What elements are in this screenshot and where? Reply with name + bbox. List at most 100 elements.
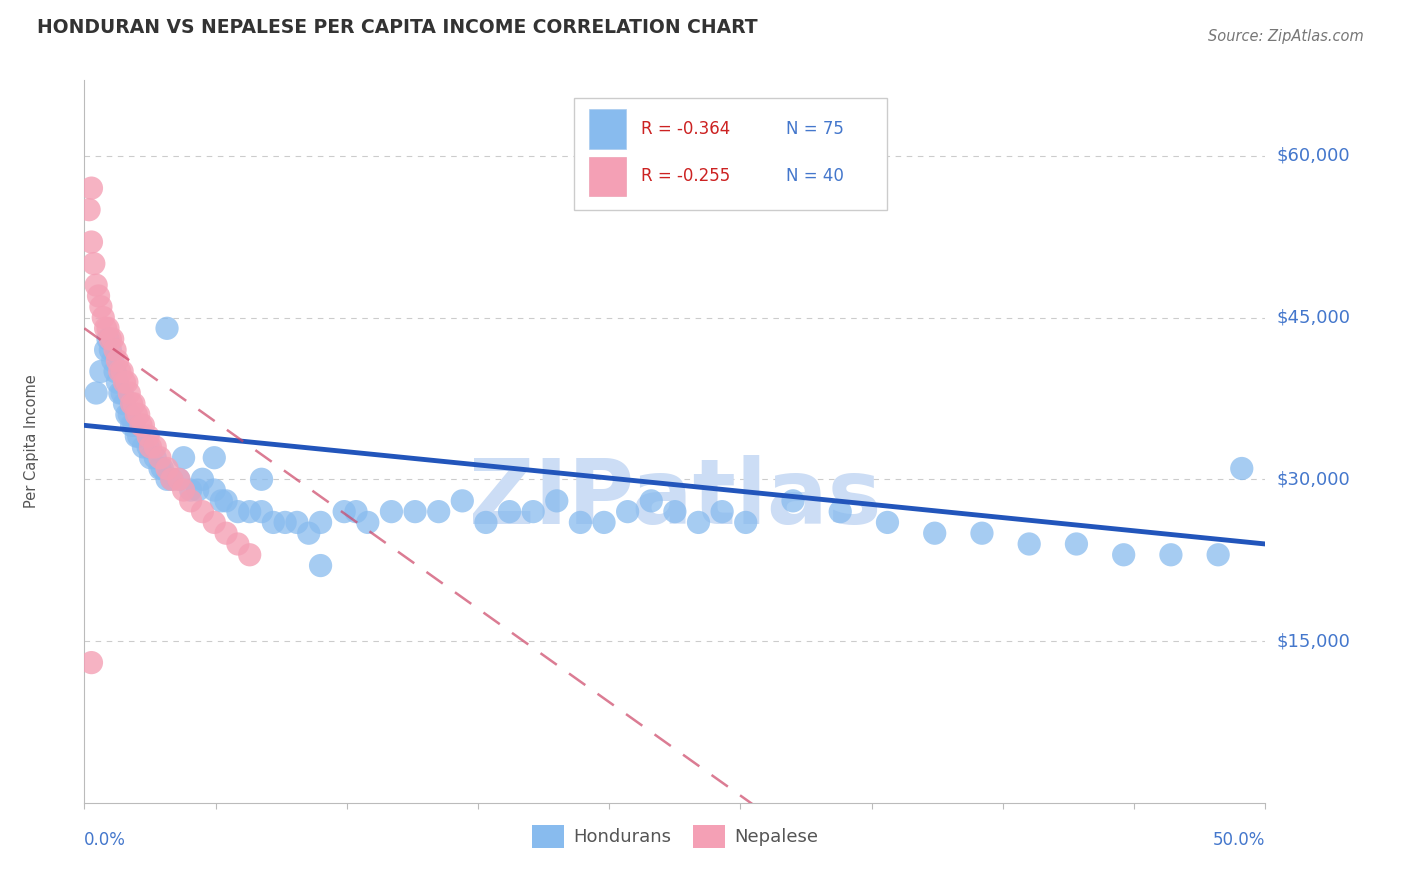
Point [404,505,426,519]
Point [593,516,616,530]
Text: $60,000: $60,000 [1277,147,1350,165]
Point [136,429,159,443]
Point [344,505,367,519]
Point [451,493,474,508]
Point [173,450,195,465]
Point [90,300,112,314]
Text: Source: ZipAtlas.com: Source: ZipAtlas.com [1208,29,1364,44]
Point [156,472,179,486]
Point [122,418,145,433]
Point [77,202,100,217]
Point [136,440,159,454]
Point [108,364,131,378]
Point [115,376,138,390]
Point [830,505,852,519]
Point [427,505,450,519]
Point [498,505,520,519]
Point [180,493,202,508]
Point [111,364,134,378]
Point [298,526,321,541]
Point [128,408,150,422]
Point [87,289,110,303]
Point [734,516,756,530]
Point [202,483,225,497]
Point [111,386,134,401]
Point [129,418,152,433]
Point [1206,548,1229,562]
Point [97,321,120,335]
Point [1230,461,1253,475]
Text: R = -0.364: R = -0.364 [641,120,730,137]
Point [262,516,284,530]
Point [98,343,121,357]
Point [156,461,179,475]
Point [90,364,112,378]
Point [209,493,232,508]
Text: HONDURAN VS NEPALESE PER CAPITA INCOME CORRELATION CHART: HONDURAN VS NEPALESE PER CAPITA INCOME C… [37,18,758,37]
Point [274,516,297,530]
Point [215,493,238,508]
Point [1066,537,1088,551]
Point [114,376,136,390]
Point [640,493,662,508]
Point [149,461,172,475]
Point [121,418,143,433]
Point [98,332,121,346]
Text: 0.0%: 0.0% [84,830,127,848]
Point [250,505,273,519]
Point [118,408,141,422]
Text: N = 75: N = 75 [786,120,844,137]
Point [546,493,568,508]
Point [309,516,332,530]
Point [380,505,402,519]
Point [160,472,183,486]
Point [118,386,141,401]
Point [139,450,162,465]
Point [202,450,225,465]
Point [94,321,117,335]
Point [569,516,592,530]
Point [1160,548,1182,562]
Point [80,656,103,670]
Bar [589,109,627,149]
Point [91,310,114,325]
Point [160,472,183,486]
Text: $45,000: $45,000 [1277,309,1351,326]
Point [149,450,172,465]
Point [226,505,249,519]
Text: $15,000: $15,000 [1277,632,1350,650]
Point [226,537,249,551]
Point [139,440,162,454]
Point [475,516,498,530]
Point [522,505,544,519]
Point [115,408,138,422]
Point [108,386,131,401]
Point [101,332,124,346]
Point [132,440,155,454]
Point [187,483,209,497]
Text: 50.0%: 50.0% [1213,830,1265,848]
Point [84,278,107,293]
Point [80,181,103,195]
Point [83,257,105,271]
Point [122,397,145,411]
Point [143,450,166,465]
Point [876,516,898,530]
Point [711,505,734,519]
Point [107,353,129,368]
Point [167,472,190,486]
Point [143,440,166,454]
Bar [589,156,627,196]
Point [104,364,127,378]
Point [357,516,380,530]
Point [128,429,150,443]
Point [688,516,710,530]
Point [970,526,993,541]
Point [173,483,195,497]
Point [125,429,148,443]
FancyBboxPatch shape [575,98,887,211]
Legend: Hondurans, Nepalese: Hondurans, Nepalese [524,818,825,855]
Text: $30,000: $30,000 [1277,470,1350,488]
Point [285,516,308,530]
Text: Per Capita Income: Per Capita Income [24,375,39,508]
